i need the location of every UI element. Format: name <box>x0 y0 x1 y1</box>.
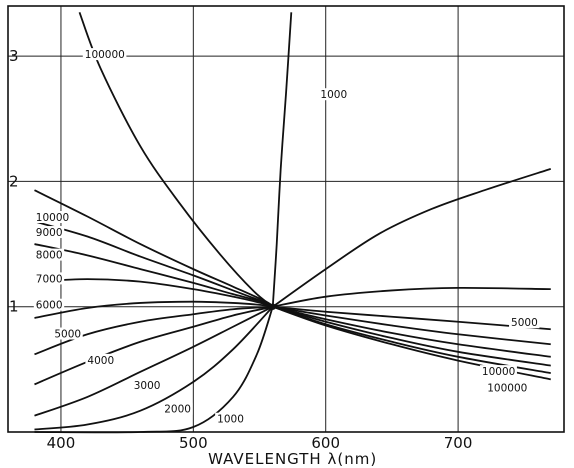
series-line <box>272 305 551 374</box>
x-tick-label: 600 <box>311 434 340 452</box>
series-label-bg <box>479 365 517 378</box>
series-line <box>272 305 551 346</box>
series-line <box>272 286 551 308</box>
series-label-bg <box>33 248 65 261</box>
series-label-bg <box>85 353 116 366</box>
series-label: 10000 <box>482 366 515 378</box>
series-line <box>271 12 293 307</box>
series-line <box>272 305 551 367</box>
x-tick-label: 500 <box>179 434 208 452</box>
plot-frame <box>7 5 565 433</box>
y-tick-label: 1 <box>9 298 19 316</box>
y-tick-label: 2 <box>9 172 19 190</box>
series-label-bg <box>52 327 83 340</box>
series-line <box>272 305 551 331</box>
series-label-bg <box>82 48 127 61</box>
series-line <box>34 305 274 417</box>
series-label: 5000 <box>511 317 538 329</box>
series-line <box>34 189 274 308</box>
series-line <box>34 220 274 308</box>
series-label: 6000 <box>36 300 63 312</box>
series-label-bg <box>485 381 529 394</box>
series-label-bg <box>162 402 193 415</box>
series-label: 100000 <box>85 49 125 61</box>
series-label: 3000 <box>134 380 161 392</box>
series-line <box>34 305 273 386</box>
series-label: 10000 <box>36 212 69 224</box>
series-label-bg <box>318 88 349 101</box>
series-label-bg <box>509 316 540 329</box>
y-tick-label: 3 <box>9 47 19 65</box>
series-line <box>34 300 273 319</box>
x-tick-label: 400 <box>47 434 76 452</box>
series-label-bg <box>131 378 163 391</box>
series-label: 4000 <box>87 355 114 367</box>
series-label-bg <box>33 226 65 239</box>
series-line <box>34 306 274 431</box>
series-label: 1000 <box>320 89 347 101</box>
series-label: 7000 <box>36 273 63 285</box>
series-label-bg <box>33 211 71 223</box>
x-axis-label: WAVELENGTH λ(nm) <box>208 450 377 468</box>
series-line <box>78 11 274 308</box>
series-line <box>34 243 274 308</box>
curves <box>34 11 552 434</box>
series-label: 5000 <box>54 329 81 341</box>
x-tick-label: 700 <box>444 434 473 452</box>
series-line <box>272 168 552 308</box>
series-line <box>34 278 274 308</box>
series-label: 8000 <box>36 250 63 262</box>
series-label: 1000 <box>217 414 244 426</box>
series-label-bg <box>33 272 65 285</box>
convergence-point <box>269 303 276 310</box>
series-label: 100000 <box>487 382 527 394</box>
series-label-bg <box>33 298 65 311</box>
series-line <box>34 305 273 356</box>
tick-labels: 400 500 600 700 1 2 3 <box>9 47 472 452</box>
series-label-bg <box>215 412 246 425</box>
series-label: 2000 <box>164 404 191 416</box>
series-label: 9000 <box>36 227 63 239</box>
curve-labels: 100000 1000 10000 9000 8000 7000 6000 5000 4000 3… <box>33 48 540 426</box>
series-line <box>272 305 551 358</box>
